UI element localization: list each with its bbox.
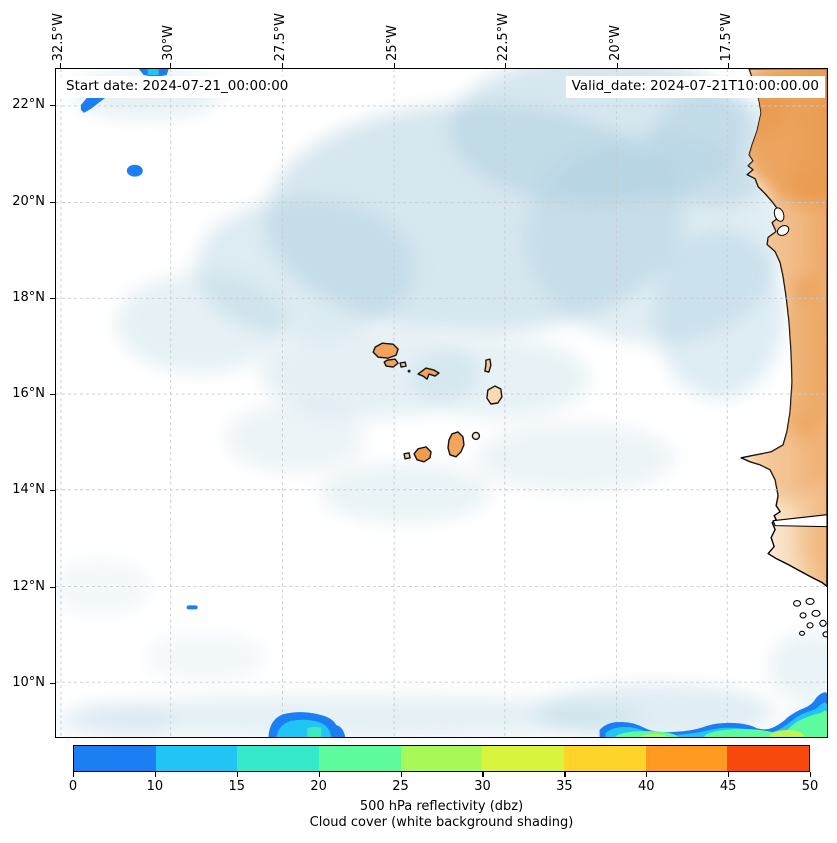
cape-verde-islands — [372, 342, 503, 463]
lon-tick-mark — [60, 63, 62, 68]
lat-tick-label: 16°N — [12, 386, 45, 401]
lon-tick-mark — [394, 63, 396, 68]
lon-tick-label: 17.5°W — [719, 12, 734, 61]
colorbar-tick-label: 45 — [719, 779, 737, 794]
colorbar-tick-mark — [318, 772, 320, 777]
colorbar-tick-mark — [646, 772, 648, 777]
arguin-bay-inlets — [773, 207, 790, 236]
colorbar-tick-label: 20 — [310, 779, 327, 794]
lat-tick-mark — [50, 202, 55, 204]
island-sao-nicolau — [417, 367, 440, 380]
colorbar-segment — [564, 746, 646, 771]
lon-tick-label: 27.5°W — [273, 12, 288, 61]
colorbar-segment — [400, 746, 483, 771]
colorbar-segment — [237, 746, 320, 771]
lat-tick-label: 18°N — [12, 290, 45, 305]
colorbar-segment — [482, 746, 565, 771]
cell-west — [126, 164, 143, 177]
cloud-cover-shading — [56, 69, 827, 737]
island-maio — [471, 431, 481, 441]
reflectivity-cells — [80, 69, 827, 737]
lon-tick-label: 20°W — [608, 25, 623, 61]
valid-date-label: Valid_date: 2024-07-21T10:00:00.00 — [565, 76, 825, 98]
colorbar-tick-label: 10 — [146, 779, 164, 794]
colorbar-tick-label: 40 — [637, 779, 655, 794]
lon-tick-label: 30°W — [161, 25, 176, 61]
colorbar — [73, 745, 810, 772]
colorbar-tick-mark — [728, 772, 730, 777]
colorbar-segment — [727, 746, 810, 771]
cell-streak — [186, 605, 198, 610]
lat-tick-label: 10°N — [12, 675, 45, 690]
colorbar-tick-mark — [564, 772, 566, 777]
gambia-river — [772, 514, 827, 528]
lat-tick-mark — [50, 105, 55, 107]
island-santiago — [447, 431, 465, 458]
lat-tick-mark — [50, 298, 55, 300]
lat-tick-mark — [50, 587, 55, 589]
lat-tick-label: 20°N — [12, 194, 45, 209]
lon-tick-label: 22.5°W — [496, 12, 511, 61]
lon-tick-mark — [282, 63, 284, 68]
colorbar-title: 500 hPa reflectivity (dbz) — [359, 799, 524, 814]
colorbar-segment — [74, 746, 156, 771]
colorbar-tick-mark — [236, 772, 238, 777]
colorbar-tick-label: 25 — [392, 779, 409, 794]
lon-tick-label: 25°W — [385, 25, 400, 61]
map-canvas — [55, 68, 828, 738]
island-sal — [484, 358, 492, 373]
cell-northwest — [80, 95, 108, 113]
colorbar-tick-label: 35 — [556, 779, 573, 794]
lon-tick-mark — [170, 63, 172, 68]
colorbar-tick-mark — [154, 772, 157, 777]
colorbar-tick-label: 0 — [68, 779, 78, 794]
lat-tick-label: 12°N — [12, 579, 45, 594]
colorbar-tick-label: 50 — [801, 779, 819, 794]
colorbar-segment — [319, 746, 401, 771]
islet-dot — [407, 369, 411, 373]
colorbar-tick-mark — [810, 772, 812, 777]
lon-tick-mark — [728, 63, 730, 68]
colorbar-subtitle: Cloud cover (white background shading) — [309, 815, 574, 830]
island-boa-vista — [486, 385, 503, 405]
top-axis: 32.5°W 30°W 27.5°W 25°W 22.5°W 20°W 17.5°W — [0, 0, 837, 68]
lat-tick-mark — [50, 394, 55, 396]
island-sao-vicente — [383, 358, 399, 368]
island-fogo — [413, 446, 432, 463]
start-date-label: Start date: 2024-07-21_00:00:00 — [60, 76, 295, 98]
lat-tick-label: 14°N — [12, 482, 45, 497]
colorbar-tick-mark — [482, 772, 484, 777]
island-brava — [403, 452, 411, 460]
colorbar-tick-mark — [400, 772, 402, 777]
lon-tick-mark — [505, 63, 507, 68]
colorbar-segment — [645, 746, 728, 771]
colorbar-tick-mark — [73, 772, 75, 777]
colorbar-segment — [155, 746, 238, 771]
colorbar-tick-label: 30 — [474, 779, 491, 794]
lon-tick-mark — [617, 63, 619, 68]
lat-tick-label: 22°N — [12, 97, 45, 112]
cell-top-edge-core — [147, 69, 159, 75]
lat-tick-mark — [50, 490, 55, 492]
left-axis: 22°N 20°N 18°N 16°N 14°N 12°N 10°N — [0, 0, 55, 843]
colorbar-tick-label: 15 — [228, 779, 246, 794]
grid-lines — [56, 69, 827, 737]
lat-tick-mark — [50, 683, 55, 685]
map-art — [56, 69, 827, 737]
island-santa-luzia — [399, 361, 407, 368]
island-santo-antao — [372, 342, 399, 359]
bijagos-islands — [793, 597, 827, 638]
